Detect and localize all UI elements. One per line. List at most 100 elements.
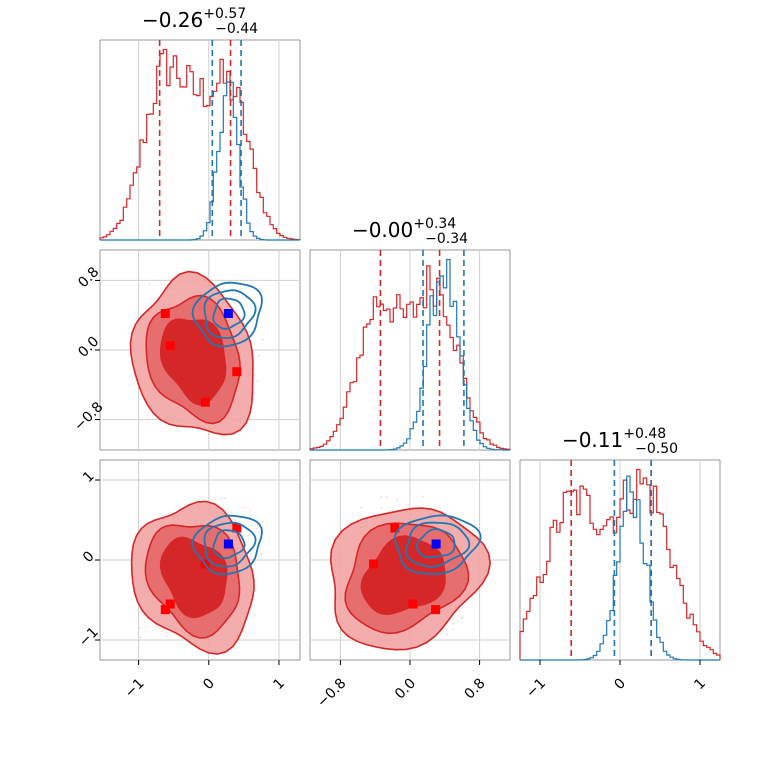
y-tick-label: 0 xyxy=(80,548,98,566)
title-minus: −0.34 xyxy=(425,231,469,247)
scatter-point-red xyxy=(385,496,388,498)
title-plus: +0.57 xyxy=(203,6,247,22)
histogram-red xyxy=(99,48,301,241)
contour-blue xyxy=(203,521,257,568)
x-tick-label: 0 xyxy=(200,675,218,693)
title-param-2: −0.00+0.34−0.34 xyxy=(351,216,468,247)
title-minus: −0.50 xyxy=(635,441,679,457)
histogram-red xyxy=(519,468,721,660)
marker-blue xyxy=(223,539,233,549)
scatter-point-red xyxy=(360,506,362,509)
scatter-point-red xyxy=(139,636,142,639)
marker-red xyxy=(200,397,210,407)
contour-blue xyxy=(212,297,246,330)
scatter-point-red xyxy=(380,496,383,499)
scatter-point-red xyxy=(219,497,222,499)
scatter-point-red xyxy=(261,521,264,523)
histogram-blue xyxy=(520,475,720,661)
scatter-point-red xyxy=(461,616,464,619)
scatter-point-red xyxy=(452,618,455,620)
contour-blue xyxy=(191,514,263,576)
scatter-point-red xyxy=(166,631,168,634)
scatter-point-red xyxy=(159,628,161,630)
contour-blue xyxy=(405,521,471,568)
scatter-point-red xyxy=(145,626,147,628)
marker-red xyxy=(369,559,378,569)
scatter-point-red xyxy=(256,380,259,383)
scatter-point-red xyxy=(452,628,455,630)
scatter-point-red xyxy=(249,509,252,511)
density-layer xyxy=(329,495,492,651)
diag-panel-1 xyxy=(99,39,301,241)
marker-blue xyxy=(431,539,441,549)
scatter-point-blue xyxy=(235,519,237,522)
marker-red xyxy=(390,523,400,533)
x-tick-label: 0.0 xyxy=(392,675,419,702)
scatter-point-red xyxy=(260,554,262,556)
x-tick-label: −1 xyxy=(122,675,148,701)
marker-red xyxy=(165,341,175,351)
y-tick-label: 0.0 xyxy=(75,334,102,361)
scatter-point-red xyxy=(253,373,256,376)
contour-blue xyxy=(415,528,456,559)
scatter-point-red xyxy=(388,510,391,512)
marker-red xyxy=(165,599,175,609)
scatter-point-red xyxy=(161,630,163,633)
scatter-point-red xyxy=(381,507,383,510)
histogram-blue xyxy=(310,258,510,451)
contour-blue xyxy=(191,281,263,348)
title-median: −0.11 xyxy=(561,428,624,452)
scatter-point-red xyxy=(143,613,145,616)
scatter-point-red xyxy=(253,392,255,395)
scatter-point-blue xyxy=(243,322,245,325)
scatter-point-red xyxy=(255,527,257,530)
scatter-point-red xyxy=(243,506,246,509)
scatter-point-red xyxy=(260,553,263,555)
marker-red xyxy=(232,523,242,533)
scatter-point-red xyxy=(224,497,226,499)
marker-red xyxy=(232,367,242,377)
x-tick-label: 0 xyxy=(611,675,629,693)
panel-frame xyxy=(99,39,301,241)
scatter-point-red xyxy=(149,283,151,286)
scatter-point-red xyxy=(258,531,261,534)
scatter-point-blue xyxy=(241,528,244,531)
contour-blue xyxy=(212,529,246,560)
x-tick-label: 0.8 xyxy=(462,675,489,702)
title-minus: −0.44 xyxy=(215,21,259,37)
histogram-blue xyxy=(100,81,300,241)
y-tick-label: −1 xyxy=(76,624,102,650)
title-median: −0.26 xyxy=(141,8,204,32)
pair-panel-1-2 xyxy=(99,249,301,451)
contour-blue xyxy=(394,514,482,575)
marker-red xyxy=(160,605,170,615)
title-median: −0.00 xyxy=(351,218,414,242)
title-plus: +0.34 xyxy=(413,216,457,232)
scatter-point-red xyxy=(209,433,211,435)
title-plus: +0.48 xyxy=(623,426,667,442)
density-layer xyxy=(129,270,264,436)
title-param-1: −0.26+0.57−0.44 xyxy=(141,6,258,37)
marker-red xyxy=(160,309,170,318)
contour-blue xyxy=(203,289,257,339)
x-tick-label: −0.8 xyxy=(314,675,349,710)
scatter-point-red xyxy=(138,627,140,629)
marker-red xyxy=(431,605,441,615)
x-tick-label: 1 xyxy=(270,675,288,693)
diag-panel-2 xyxy=(309,249,511,451)
title-param-3: −0.11+0.48−0.50 xyxy=(561,426,678,457)
scatter-point-red xyxy=(249,524,252,527)
marker-red xyxy=(408,599,418,609)
histogram-red xyxy=(309,265,511,450)
density-layer xyxy=(130,497,264,655)
scatter-point-red xyxy=(262,338,264,341)
x-tick-label: 1 xyxy=(691,675,709,693)
diag-panel-3 xyxy=(519,459,721,661)
scatter-point-red xyxy=(258,354,261,357)
scatter-point-red xyxy=(165,635,168,637)
scatter-point-red xyxy=(460,617,462,620)
scatter-point-red xyxy=(396,499,398,502)
scatter-point-red xyxy=(258,348,260,351)
marker-blue xyxy=(223,309,233,318)
pair-panel-1-3 xyxy=(99,459,301,661)
